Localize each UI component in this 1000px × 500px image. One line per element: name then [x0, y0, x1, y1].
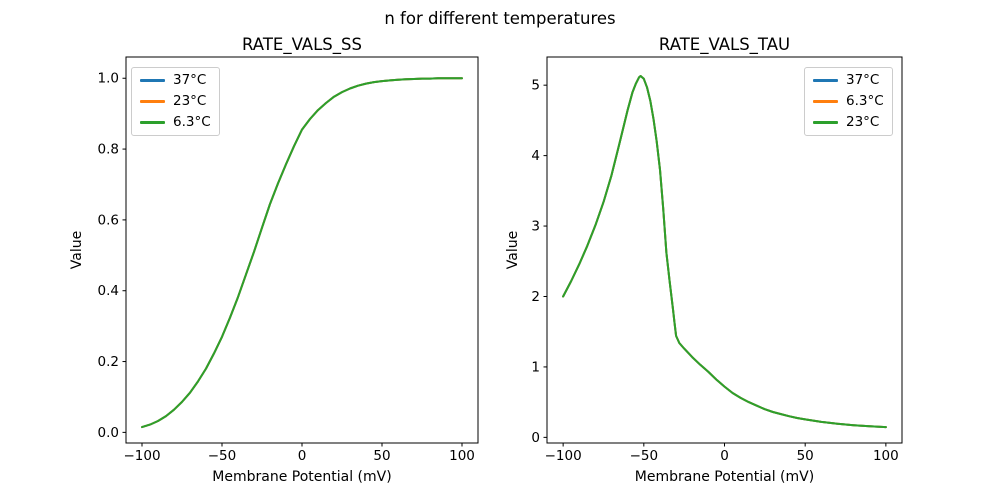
x-tick-label: 50: [373, 448, 390, 464]
figure-title: n for different temperatures: [384, 9, 616, 28]
x-tick-label: −100: [545, 448, 582, 464]
x-tick-label: 0: [720, 448, 729, 464]
subplot-tau-title: RATE_VALS_TAU: [658, 35, 791, 54]
legend-item: 37°C: [813, 72, 884, 89]
series-line: [562, 75, 887, 429]
axes-0: −100 −50 0 50 100 0.0 0.2 0.4 0.6 0.8 1.0: [98, 56, 479, 464]
legend-line-swatch: [140, 100, 165, 103]
legend-line-swatch: [813, 121, 838, 124]
legend-label: 6.3°C: [173, 113, 211, 130]
legend-label: 37°C: [173, 71, 207, 88]
y-tick-label: 0.4: [98, 283, 119, 299]
y-tick-label: 4: [531, 148, 540, 164]
legend-item: 6.3°C: [140, 114, 211, 131]
tau-legend: 37°C 6.3°C 23°C: [804, 67, 893, 136]
x-tick-label: 100: [449, 448, 475, 464]
legend-label: 6.3°C: [846, 92, 884, 109]
tau-yaxis-label: Value: [505, 230, 521, 270]
ss-xaxis-label: Membrane Potential (mV): [212, 469, 392, 485]
x-tick-label: −50: [208, 448, 237, 464]
y-tick-label: 0.8: [98, 142, 119, 158]
series-line: [141, 77, 463, 429]
tau-xaxis-label: Membrane Potential (mV): [634, 469, 815, 485]
y-tick-label: 1: [531, 359, 540, 375]
legend-line-swatch: [140, 121, 165, 124]
y-tick-label: 0: [531, 430, 540, 446]
x-tick-label: 50: [797, 448, 814, 464]
legend-item: 37°C: [140, 72, 211, 89]
x-tick-label: 100: [873, 448, 899, 464]
y-tick-label: 3: [531, 219, 540, 235]
legend-label: 37°C: [846, 71, 880, 88]
legend-line-swatch: [813, 79, 838, 82]
ss-yaxis-label: Value: [69, 230, 85, 270]
subplot-ss-title: RATE_VALS_SS: [242, 35, 362, 54]
y-tick-label: 2: [531, 289, 540, 305]
legend-item: 23°C: [140, 93, 211, 110]
legend-line-swatch: [813, 100, 838, 103]
y-tick-label: 0.2: [98, 354, 119, 370]
legend-item: 6.3°C: [813, 93, 884, 110]
y-tick-label: 1.0: [98, 71, 119, 87]
y-tick-label: 5: [531, 78, 540, 94]
axes-1: −100 −50 0 50 100 0 1 2 3 4 5: [531, 56, 903, 464]
x-tick-label: −100: [123, 448, 160, 464]
ss-legend: 37°C 23°C 6.3°C: [131, 67, 220, 136]
legend-label: 23°C: [846, 113, 880, 130]
y-tick-label: 0.6: [98, 212, 119, 228]
x-tick-label: 0: [298, 448, 307, 464]
legend-item: 23°C: [813, 114, 884, 131]
x-tick-label: −50: [630, 448, 659, 464]
legend-label: 23°C: [173, 92, 207, 109]
y-tick-label: 0.0: [98, 425, 119, 441]
legend-line-swatch: [140, 79, 165, 82]
